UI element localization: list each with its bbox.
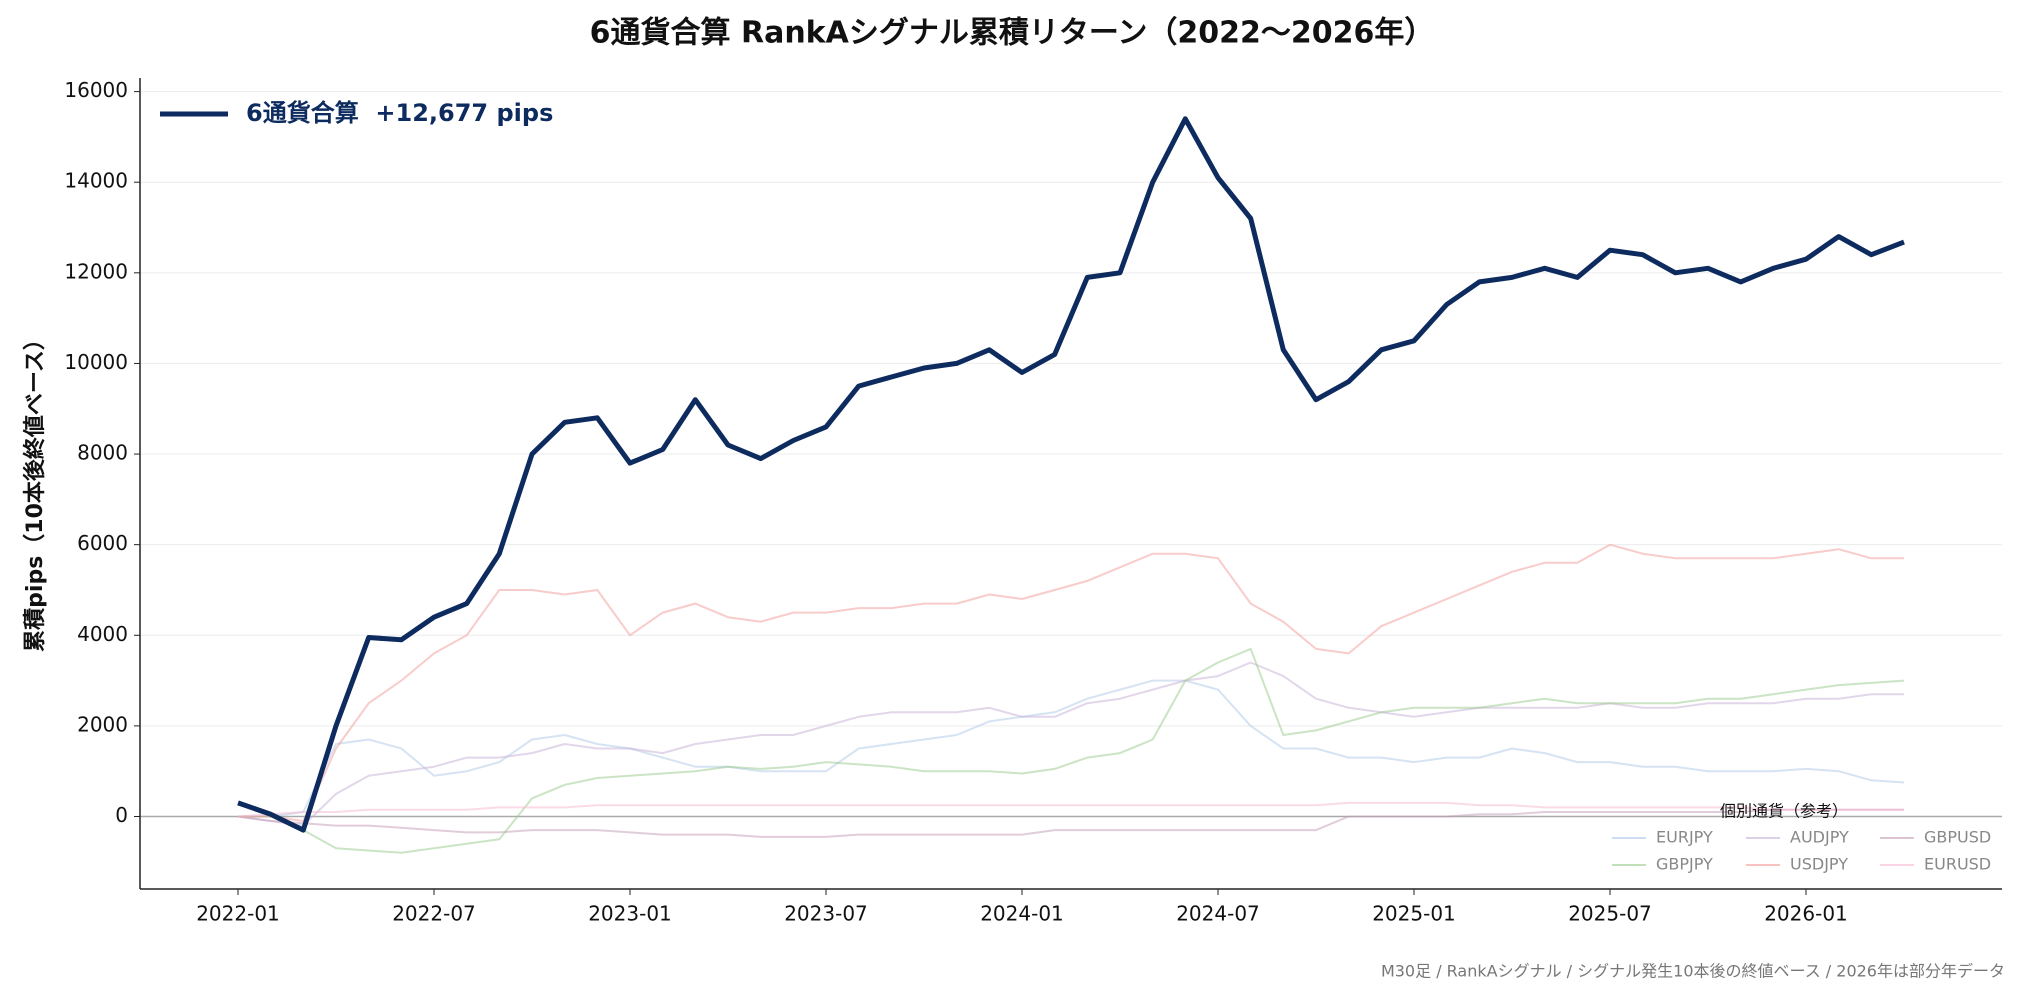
y-tick-label: 2000 [77, 712, 128, 736]
x-tick-label: 2026-01 [1764, 902, 1848, 926]
currency-line [237, 801, 1904, 818]
y-tick-label: 10000 [64, 350, 128, 374]
footnote: M30足 / RankAシグナル / シグナル発生10本後の終値ベース / 20… [1381, 962, 2005, 981]
currency-line [237, 808, 1904, 838]
x-tick-label: 2025-01 [1372, 902, 1456, 926]
total-line [237, 116, 1905, 833]
legend-label: GBPUSD [1924, 828, 1991, 847]
currency-line [238, 647, 1905, 854]
y-tick-label: 6000 [77, 531, 128, 555]
y-tick-label: 4000 [77, 622, 128, 646]
currency-line [238, 679, 1905, 818]
legend-label: GBPJPY [1656, 855, 1713, 874]
y-tick-label: 12000 [64, 259, 128, 283]
x-tick-label: 2024-01 [980, 902, 1064, 926]
legend-label: EURJPY [1656, 828, 1713, 847]
y-tick-label: 0 [115, 803, 128, 827]
legend-label: AUDJPY [1790, 828, 1849, 847]
legend-label: 6通貨合算 +12,677 pips [246, 99, 553, 127]
x-tick-label: 2023-07 [784, 902, 868, 926]
currency-line [237, 661, 1904, 827]
legend-label: USDJPY [1790, 855, 1848, 874]
y-tick-label: 8000 [77, 441, 128, 465]
y-axis-label: 累積pips（10本後終値ベース） [22, 328, 48, 652]
x-tick-label: 2025-07 [1568, 902, 1652, 926]
x-tick-label: 2024-07 [1176, 902, 1260, 926]
x-tick-label: 2022-07 [392, 902, 476, 926]
legend-title: 個別通貨（参考） [1720, 802, 1848, 821]
y-tick-label: 14000 [64, 169, 128, 193]
currency-line [238, 543, 1904, 822]
x-tick-label: 2023-01 [588, 902, 672, 926]
chart-title: 6通貨合算 RankAシグナル累積リターン（2022〜2026年） [590, 16, 1435, 51]
x-tick-label: 2022-01 [196, 902, 280, 926]
legend-label: EURUSD [1924, 855, 1991, 874]
y-tick-label: 16000 [64, 78, 128, 102]
